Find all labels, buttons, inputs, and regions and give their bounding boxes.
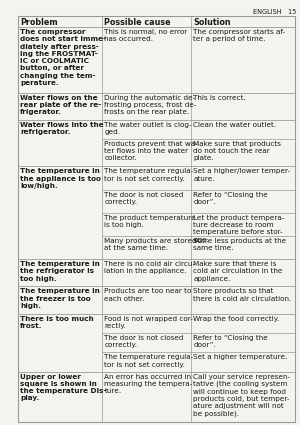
Text: The temperature regula-
tor is not set correctly.: The temperature regula- tor is not set c… — [104, 168, 194, 182]
Text: The temperature in
the refrigerator is
too high.: The temperature in the refrigerator is t… — [20, 261, 100, 282]
Bar — [18, 314, 295, 371]
Text: Call your service represen-
tative (the cooling system
will continue to keep foo: Call your service represen- tative (the … — [193, 374, 290, 417]
Bar — [18, 93, 295, 120]
Text: During the automatic de-
frosting process, frost de-
frosts on the rear plate.: During the automatic de- frosting proces… — [104, 95, 197, 115]
Text: The door is not closed
correctly.: The door is not closed correctly. — [104, 192, 184, 205]
Text: This is normal, no error
has occurred.: This is normal, no error has occurred. — [104, 29, 188, 42]
Text: The temperature in
the appliance is too
low/high.: The temperature in the appliance is too … — [20, 168, 101, 189]
Bar — [18, 259, 295, 286]
Text: The temperature in
the freezer is too
high.: The temperature in the freezer is too hi… — [20, 289, 100, 309]
Text: Store products so that
there is cold air circulation.: Store products so that there is cold air… — [193, 289, 291, 302]
Text: Set a higher temperature.: Set a higher temperature. — [193, 354, 287, 360]
Text: Wrap the food correctly.: Wrap the food correctly. — [193, 316, 279, 322]
Text: Products are too near to
each other.: Products are too near to each other. — [104, 289, 192, 302]
Bar — [18, 120, 295, 167]
Text: The temperature regula-
tor is not set correctly.: The temperature regula- tor is not set c… — [104, 354, 194, 368]
Text: Clean the water outlet.: Clean the water outlet. — [193, 122, 276, 128]
Text: Make sure that there is
cold air circulation in the
appliance.: Make sure that there is cold air circula… — [193, 261, 283, 282]
Text: The compressor
does not start imme-
diately after press-
ing the FROSTMAT-
IC or: The compressor does not start imme- diat… — [20, 29, 106, 86]
Text: There is too much
frost.: There is too much frost. — [20, 316, 94, 329]
Text: Refer to “Closing the
door”.: Refer to “Closing the door”. — [193, 192, 268, 205]
Text: Refer to “Closing the
door”.: Refer to “Closing the door”. — [193, 335, 268, 348]
Text: Upper or lower
square is shown in
the temperature Dis-
play.: Upper or lower square is shown in the te… — [20, 374, 106, 401]
Text: Many products are stored
at the same time.: Many products are stored at the same tim… — [104, 238, 197, 251]
Text: Possible cause: Possible cause — [104, 18, 171, 27]
Text: Make sure that products
do not touch the rear
plate.: Make sure that products do not touch the… — [193, 141, 281, 161]
Text: An error has occurred in
measuring the tempera-
ture.: An error has occurred in measuring the t… — [104, 374, 193, 394]
Text: The door is not closed
correctly.: The door is not closed correctly. — [104, 335, 184, 348]
Text: Water flows on the
rear plate of the re-
frigerator.: Water flows on the rear plate of the re-… — [20, 95, 101, 115]
Text: Store less products at the
same time.: Store less products at the same time. — [193, 238, 286, 251]
Text: Let the product tempera-
ture decrease to room
temperature before stor-
age.: Let the product tempera- ture decrease t… — [193, 215, 284, 243]
Text: This is correct.: This is correct. — [193, 95, 246, 101]
Text: Problem: Problem — [20, 18, 58, 27]
Text: Set a higher/lower temper-
ature.: Set a higher/lower temper- ature. — [193, 168, 290, 182]
Text: Food is not wrapped cor-
rectly.: Food is not wrapped cor- rectly. — [104, 316, 194, 329]
Text: The water outlet is clog-
ged.: The water outlet is clog- ged. — [104, 122, 192, 135]
Text: There is no cold air circu-
lation in the appliance.: There is no cold air circu- lation in th… — [104, 261, 196, 275]
Text: ENGLISH   15: ENGLISH 15 — [253, 9, 296, 15]
Text: Water flows into the
refrigerator.: Water flows into the refrigerator. — [20, 122, 104, 135]
Bar — [18, 286, 295, 314]
Text: Solution: Solution — [193, 18, 231, 27]
Text: Products prevent that wa-
ter flows into the water
collector.: Products prevent that wa- ter flows into… — [104, 141, 198, 161]
Bar — [18, 167, 295, 259]
Text: The compressor starts af-
ter a period of time.: The compressor starts af- ter a period o… — [193, 29, 285, 42]
Text: The product temperature
is too high.: The product temperature is too high. — [104, 215, 196, 228]
Bar — [18, 371, 295, 422]
Bar — [18, 27, 295, 93]
Bar — [18, 16, 295, 27]
